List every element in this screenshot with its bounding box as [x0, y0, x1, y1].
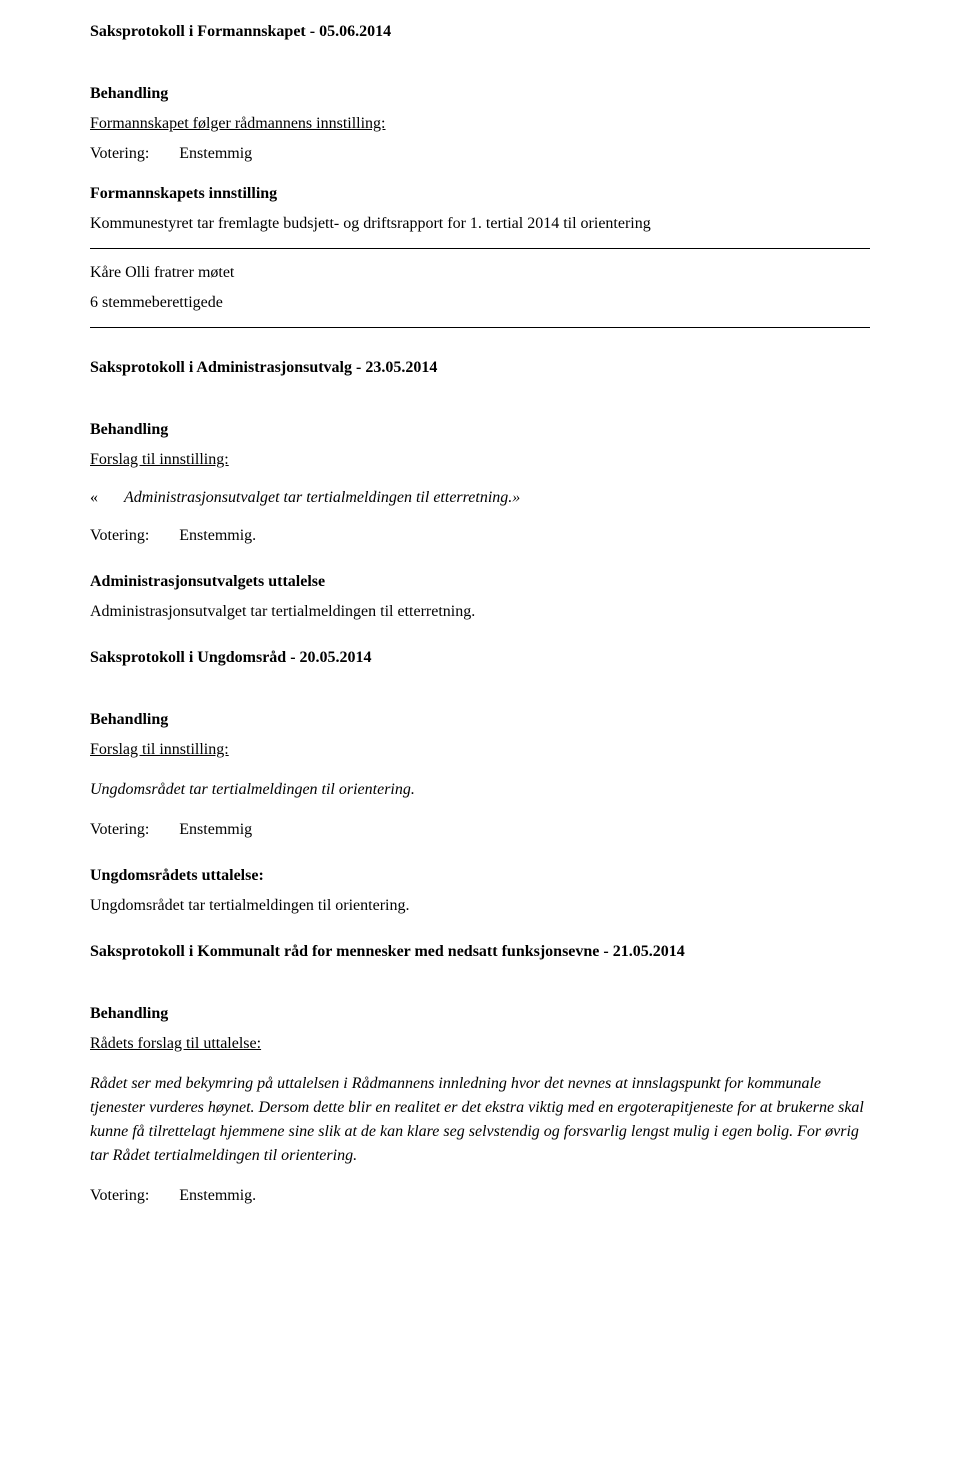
section-title: Saksprotokoll i Kommunalt råd for mennes…	[90, 940, 870, 964]
forslag-label: Forslag til innstilling:	[90, 738, 870, 762]
votering-value: Enstemmig	[179, 818, 252, 842]
votering-label: Votering:	[90, 524, 149, 548]
votering-value: Enstemmig	[179, 142, 252, 166]
behandling-label: Behandling	[90, 82, 870, 106]
votering-label: Votering:	[90, 818, 149, 842]
subsection-text: Administrasjonsutvalget tar tertialmeldi…	[90, 600, 870, 624]
subsection-title: Formannskapets innstilling	[90, 182, 870, 206]
behandling-label: Behandling	[90, 708, 870, 732]
section-title: Saksprotokoll i Formannskapet - 05.06.20…	[90, 20, 870, 44]
intro-line: Formannskapet følger rådmannens innstill…	[90, 112, 870, 136]
forslag-label: Forslag til innstilling:	[90, 448, 870, 472]
italic-line: Ungdomsrådet tar tertialmeldingen til or…	[90, 778, 870, 802]
section-title: Saksprotokoll i Administrasjonsutvalg - …	[90, 356, 870, 380]
attendance-line: 6 stemmeberettigede	[90, 291, 870, 315]
section-title: Saksprotokoll i Ungdomsråd - 20.05.2014	[90, 646, 870, 670]
behandling-label: Behandling	[90, 1002, 870, 1026]
subsection-text: Ungdomsrådet tar tertialmeldingen til or…	[90, 894, 870, 918]
quote-text: Administrasjonsutvalget tar tertialmeldi…	[124, 486, 520, 510]
behandling-label: Behandling	[90, 418, 870, 442]
votering-value: Enstemmig.	[179, 524, 256, 548]
divider	[90, 248, 870, 249]
divider	[90, 327, 870, 328]
subsection-text: Kommunestyret tar fremlagte budsjett- og…	[90, 212, 870, 236]
subsection-title: Ungdomsrådets uttalelse:	[90, 864, 870, 888]
quote-marker: «	[90, 486, 98, 510]
votering-value: Enstemmig.	[179, 1184, 256, 1208]
subsection-title: Administrasjonsutvalgets uttalelse	[90, 570, 870, 594]
attendance-line: Kåre Olli fratrer møtet	[90, 261, 870, 285]
forslag-label: Rådets forslag til uttalelse:	[90, 1032, 870, 1056]
italic-paragraph: Rådet ser med bekymring på uttalelsen i …	[90, 1072, 870, 1168]
votering-label: Votering:	[90, 142, 149, 166]
votering-label: Votering:	[90, 1184, 149, 1208]
